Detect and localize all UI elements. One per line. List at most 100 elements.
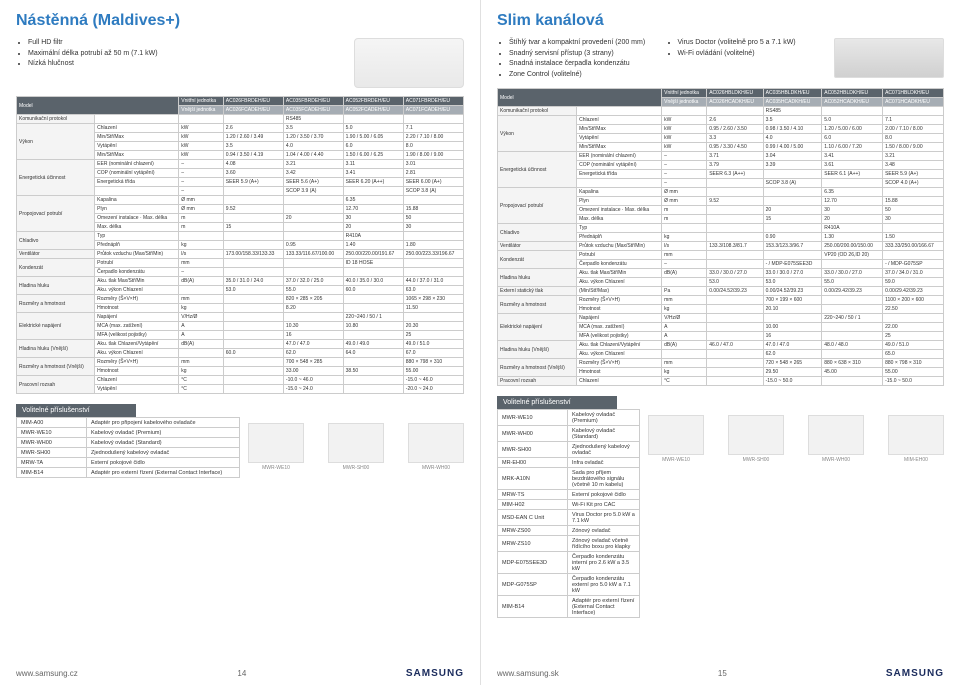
cell [707,260,763,269]
row-label: Vytápění [95,142,179,151]
cell: 33.0 / 30.0 / 27.0 [707,269,763,278]
cell [763,170,822,179]
row-unit: kW [179,151,224,160]
cell: 20.30 [403,322,463,331]
acc-desc: Adaptér pro připojení kabelového ovladač… [87,418,240,428]
row-label: MCA (max. zatížení) [95,322,179,331]
acc-code: MWR-WE10 [17,428,87,438]
cell [883,314,944,323]
acc-table-right: MWR-WE10Kabelový ovladač (Premium)MWR-WH… [497,409,640,618]
cell [403,259,463,268]
acc-code: MWR-WE10 [498,410,568,426]
model-out: AC035HCADKH/EU [763,98,822,107]
cell: SEER 6.00 (A+) [403,178,463,187]
acc-desc: Zónový ovladač [568,526,640,536]
cell [822,179,883,188]
cell [343,331,403,340]
row-label: Energetická třída [577,170,662,179]
row-unit: kg [662,368,707,377]
row-unit: l/s [179,250,224,259]
acc-images-left: MWR-WE10 MWR-SH00 MWR-WH00 [248,423,464,478]
row-unit: m [179,214,224,223]
row-unit: kg [662,305,707,314]
cell: 25 [883,332,944,341]
cell: 50 [883,206,944,215]
cell: 63.0 [403,286,463,295]
cell [283,259,343,268]
row-label [577,107,662,116]
model-in: AC052FBRDEH/EU [343,97,403,106]
cell: 55.00 [883,368,944,377]
feature-item: Snadná instalace čerpadla kondenzátu [509,59,658,70]
features-right-r: Virus Doctor (volitelně pro 5 a 7.1 kW) … [666,38,827,80]
acc-code: MR-EH00 [498,458,568,468]
cell [883,251,944,260]
cell: 9.52 [223,205,283,214]
cell: 62.0 [763,350,822,359]
row-unit: kW [662,116,707,125]
cell: 30 [403,223,463,232]
acc-desc: Čerpadlo kondenzátu interní pro 2.6 kW a… [568,552,640,574]
cell: 0.98 / 3.50 / 4.10 [763,125,822,134]
acc-desc: Adaptér pro externí řízení (External Con… [568,596,640,618]
acc-code: MRK-A10N [498,468,568,490]
cell: 0.99 / 4.00 / 5.00 [763,143,822,152]
cell: 2.81 [403,169,463,178]
hdr-vnejsi: Vnější jednotka [179,106,224,115]
cell: 2.00 / 7.10 / 8.00 [883,125,944,134]
cell: 20 [343,223,403,232]
row-label: Min/Stř/Max [577,125,662,134]
row-group: Rozměry a hmotnost (Vnější) [498,359,577,377]
row-unit: kW [179,124,224,133]
cell: 1100 × 200 × 600 [883,296,944,305]
row-label [95,187,179,196]
cell: 49.0 / 49.0 [343,340,403,349]
feature-item: Wi-Fi ovládání (volitelné) [678,49,827,60]
acc-desc: Kabelový ovladač (Standard) [87,438,240,448]
cell: R410A [822,224,883,233]
row-unit [662,224,707,233]
row-label: Napájení [577,314,662,323]
row-label: Chlazení [577,377,662,386]
row-unit [662,278,707,287]
cell [822,323,883,332]
hdr-model: Model [498,89,662,107]
cell: SCOP 3.8 (A) [403,187,463,196]
acc-head-left: Volitelné příslušenství [16,404,136,417]
cell [343,268,403,277]
row-unit [662,107,707,116]
cell [223,268,283,277]
acc-code: MDP-G075SP [498,574,568,596]
cell [763,314,822,323]
row-unit: kg [179,367,224,376]
cell [883,224,944,233]
cell [403,196,463,205]
row-unit: l/s [662,242,707,251]
cell [707,377,763,386]
cell [343,304,403,313]
row-group: Pracovní rozsah [17,376,95,394]
row-label: Rozměry (Š×V×H) [95,295,179,304]
acc-cap: MWR-SH00 [728,457,784,463]
acc-head-right: Volitelné příslušenství [497,396,617,409]
row-label: Čerpadlo kondenzátu [577,260,662,269]
cell: 47.0 / 47.0 [763,341,822,350]
cell [822,107,883,116]
row-label: Rozměry (Š×V×H) [577,359,662,368]
model-out: AC071FCADEH/EU [403,106,463,115]
product-image-wall [354,38,464,88]
cell: 7.1 [883,116,944,125]
row-label: Aku. tlak Max/Stř/Min [577,269,662,278]
row-group: Chladivo [498,224,577,242]
model-in: AC035HBLDKH/EU [763,89,822,98]
cell: 29.50 [763,368,822,377]
cell: 64.0 [343,349,403,358]
row-unit: – [662,161,707,170]
acc-code: MRW-ZS10 [498,536,568,552]
row-unit: °C [662,377,707,386]
cell [707,215,763,224]
cell: 5.0 [822,116,883,125]
cell [223,367,283,376]
row-label: Plyn [95,205,179,214]
row-group: Energetická účinnost [17,160,95,196]
